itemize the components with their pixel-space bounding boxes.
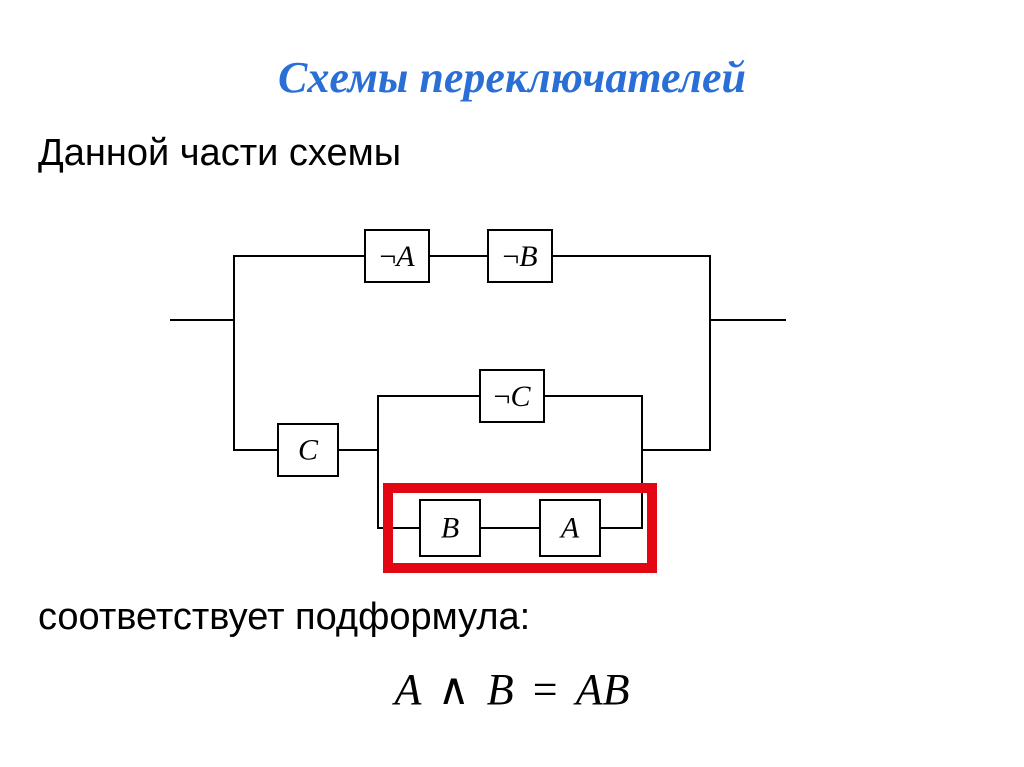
- formula-A: A: [394, 665, 420, 714]
- equals-sign: =: [525, 665, 566, 714]
- node-notB: ¬B: [488, 230, 552, 282]
- formula-B: B: [487, 665, 514, 714]
- node-label-C: C: [298, 434, 319, 467]
- formula: A ∧ B = AB: [0, 664, 1024, 715]
- node-B: B: [420, 500, 480, 556]
- node-label-notA: ¬A: [379, 240, 415, 273]
- formula-rhs: AB: [576, 665, 630, 714]
- page: Схемы переключателей Данной части схемы …: [0, 0, 1024, 767]
- node-notC: ¬C: [480, 370, 544, 422]
- intro-text-top: Данной части схемы: [38, 132, 401, 175]
- page-title: Схемы переключателей: [0, 52, 1024, 103]
- node-label-notB: ¬B: [502, 240, 537, 273]
- node-label-notC: ¬C: [494, 380, 532, 413]
- circuit-diagram: ¬A ¬B C ¬C B A: [170, 216, 810, 586]
- intro-text-bottom: соответствует подформула:: [38, 596, 530, 639]
- node-C: C: [278, 424, 338, 476]
- node-label-A: A: [559, 512, 580, 545]
- node-A: A: [540, 500, 600, 556]
- node-label-B: B: [441, 512, 459, 545]
- wedge-icon: ∧: [432, 665, 476, 714]
- node-notA: ¬A: [365, 230, 429, 282]
